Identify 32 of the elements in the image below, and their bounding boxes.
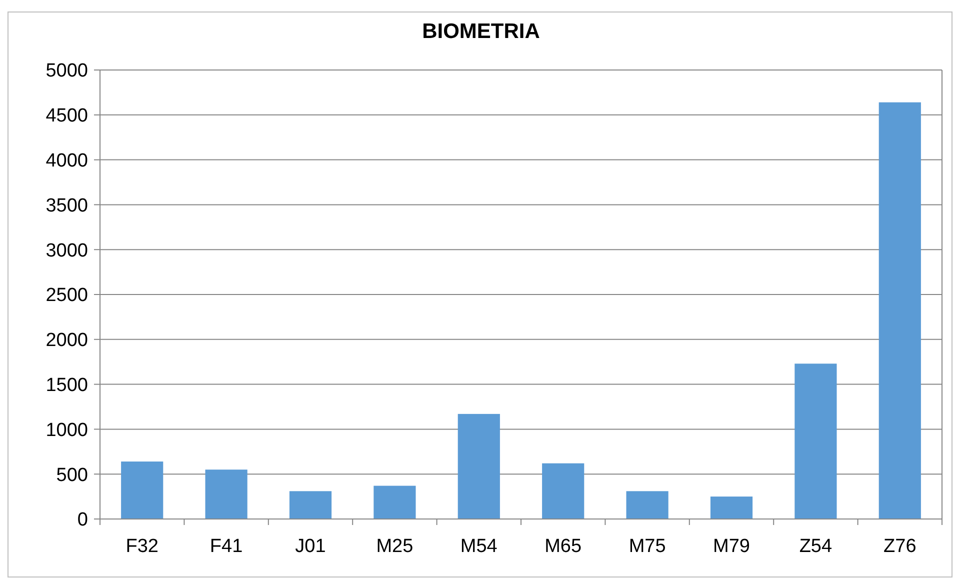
y-tick-label: 2000 [46, 330, 88, 352]
y-tick-label: 4500 [46, 106, 88, 127]
x-tick-label: J01 [295, 536, 326, 557]
y-tick-label: 2500 [46, 285, 88, 306]
chart-title: BIOMETRIA [422, 20, 540, 43]
y-tick-label: 500 [56, 464, 88, 486]
y-tick-label: 4000 [46, 150, 88, 172]
x-tick-label: F32 [126, 536, 158, 557]
bar [626, 491, 668, 519]
x-tick-label: M54 [460, 536, 498, 557]
bar [289, 491, 332, 519]
bar [205, 470, 248, 519]
x-tick-label: F41 [210, 536, 243, 557]
bar [710, 496, 753, 519]
x-tick-label: Z76 [884, 536, 916, 557]
bar [458, 414, 500, 519]
y-tick-label: 3000 [46, 240, 88, 262]
x-tick-label: M79 [713, 536, 750, 557]
bar [121, 462, 164, 519]
y-tick-label: 3500 [46, 195, 88, 216]
y-tick-label: 5000 [46, 60, 88, 82]
y-tick-label: 1500 [46, 374, 88, 396]
bar [878, 102, 921, 519]
x-tick-label: M65 [544, 536, 582, 557]
x-tick-label: M25 [376, 536, 414, 557]
bar [794, 364, 837, 519]
y-tick-label: 0 [77, 510, 88, 531]
x-tick-label: Z54 [799, 536, 832, 557]
x-tick-label: M75 [628, 536, 666, 557]
y-tick-label: 1000 [46, 420, 88, 441]
bar [374, 486, 416, 519]
bar [542, 463, 584, 519]
